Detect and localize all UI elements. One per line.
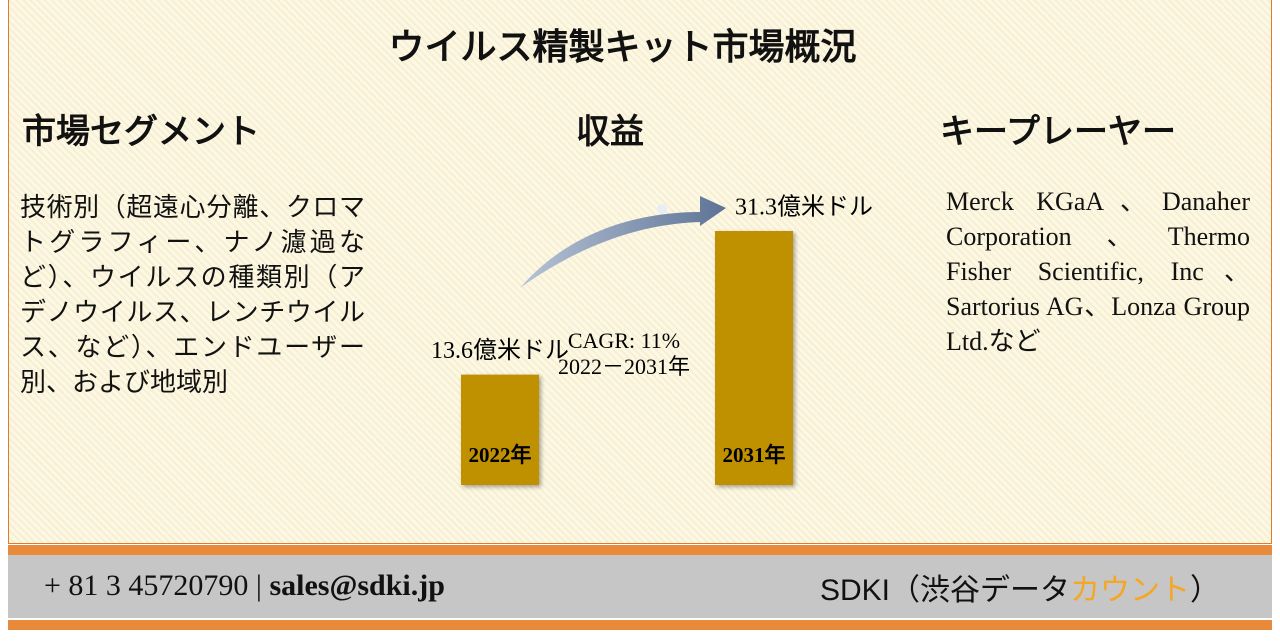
- players-text: Merck KGaA、Danaher Corporation、Thermo Fi…: [946, 187, 1250, 356]
- segment-text: 技術別（超遠心分離、クロマトグラフィー、ナノ濾過など）、ウイルスの種類別（アデノ…: [20, 193, 365, 397]
- brand-highlight: カウント: [1070, 574, 1191, 607]
- bar-year: 2031年: [723, 443, 786, 467]
- arrow-dot: [657, 204, 667, 214]
- brand-end: ）: [1190, 574, 1221, 607]
- divider: [8, 545, 1272, 555]
- brand-name: SDKI（渋谷データ: [820, 574, 1071, 607]
- value-label: 13.6億米ドル: [431, 337, 569, 364]
- players-heading: キープレーヤー: [940, 114, 1176, 151]
- panel: [8, 0, 1272, 544]
- footer: + 81 3 45720790 | sales@sdki.jp SDKI（渋谷デ…: [8, 555, 1272, 618]
- value-label: 31.3億米ドル: [735, 194, 873, 221]
- cagr: CAGR: 11%: [568, 328, 680, 353]
- divider: [8, 620, 1272, 630]
- bar-year: 2022年: [469, 443, 532, 467]
- bar: [715, 231, 793, 485]
- contact: + 81 3 45720790 | sales@sdki.jp: [44, 569, 445, 603]
- title: ウイルス精製キット市場概況: [388, 27, 857, 67]
- growth-arrow: [520, 196, 726, 288]
- cagr-period: 2022－2031年: [558, 354, 690, 379]
- phone: + 81 3 45720790 |: [44, 569, 262, 602]
- email: sales@sdki.jp: [269, 569, 445, 602]
- brand: SDKI（渋谷データカウント）: [820, 565, 1220, 609]
- revenue-heading: 収益: [576, 114, 644, 151]
- segment-heading: 市場セグメント: [22, 114, 260, 151]
- bar: [461, 374, 539, 485]
